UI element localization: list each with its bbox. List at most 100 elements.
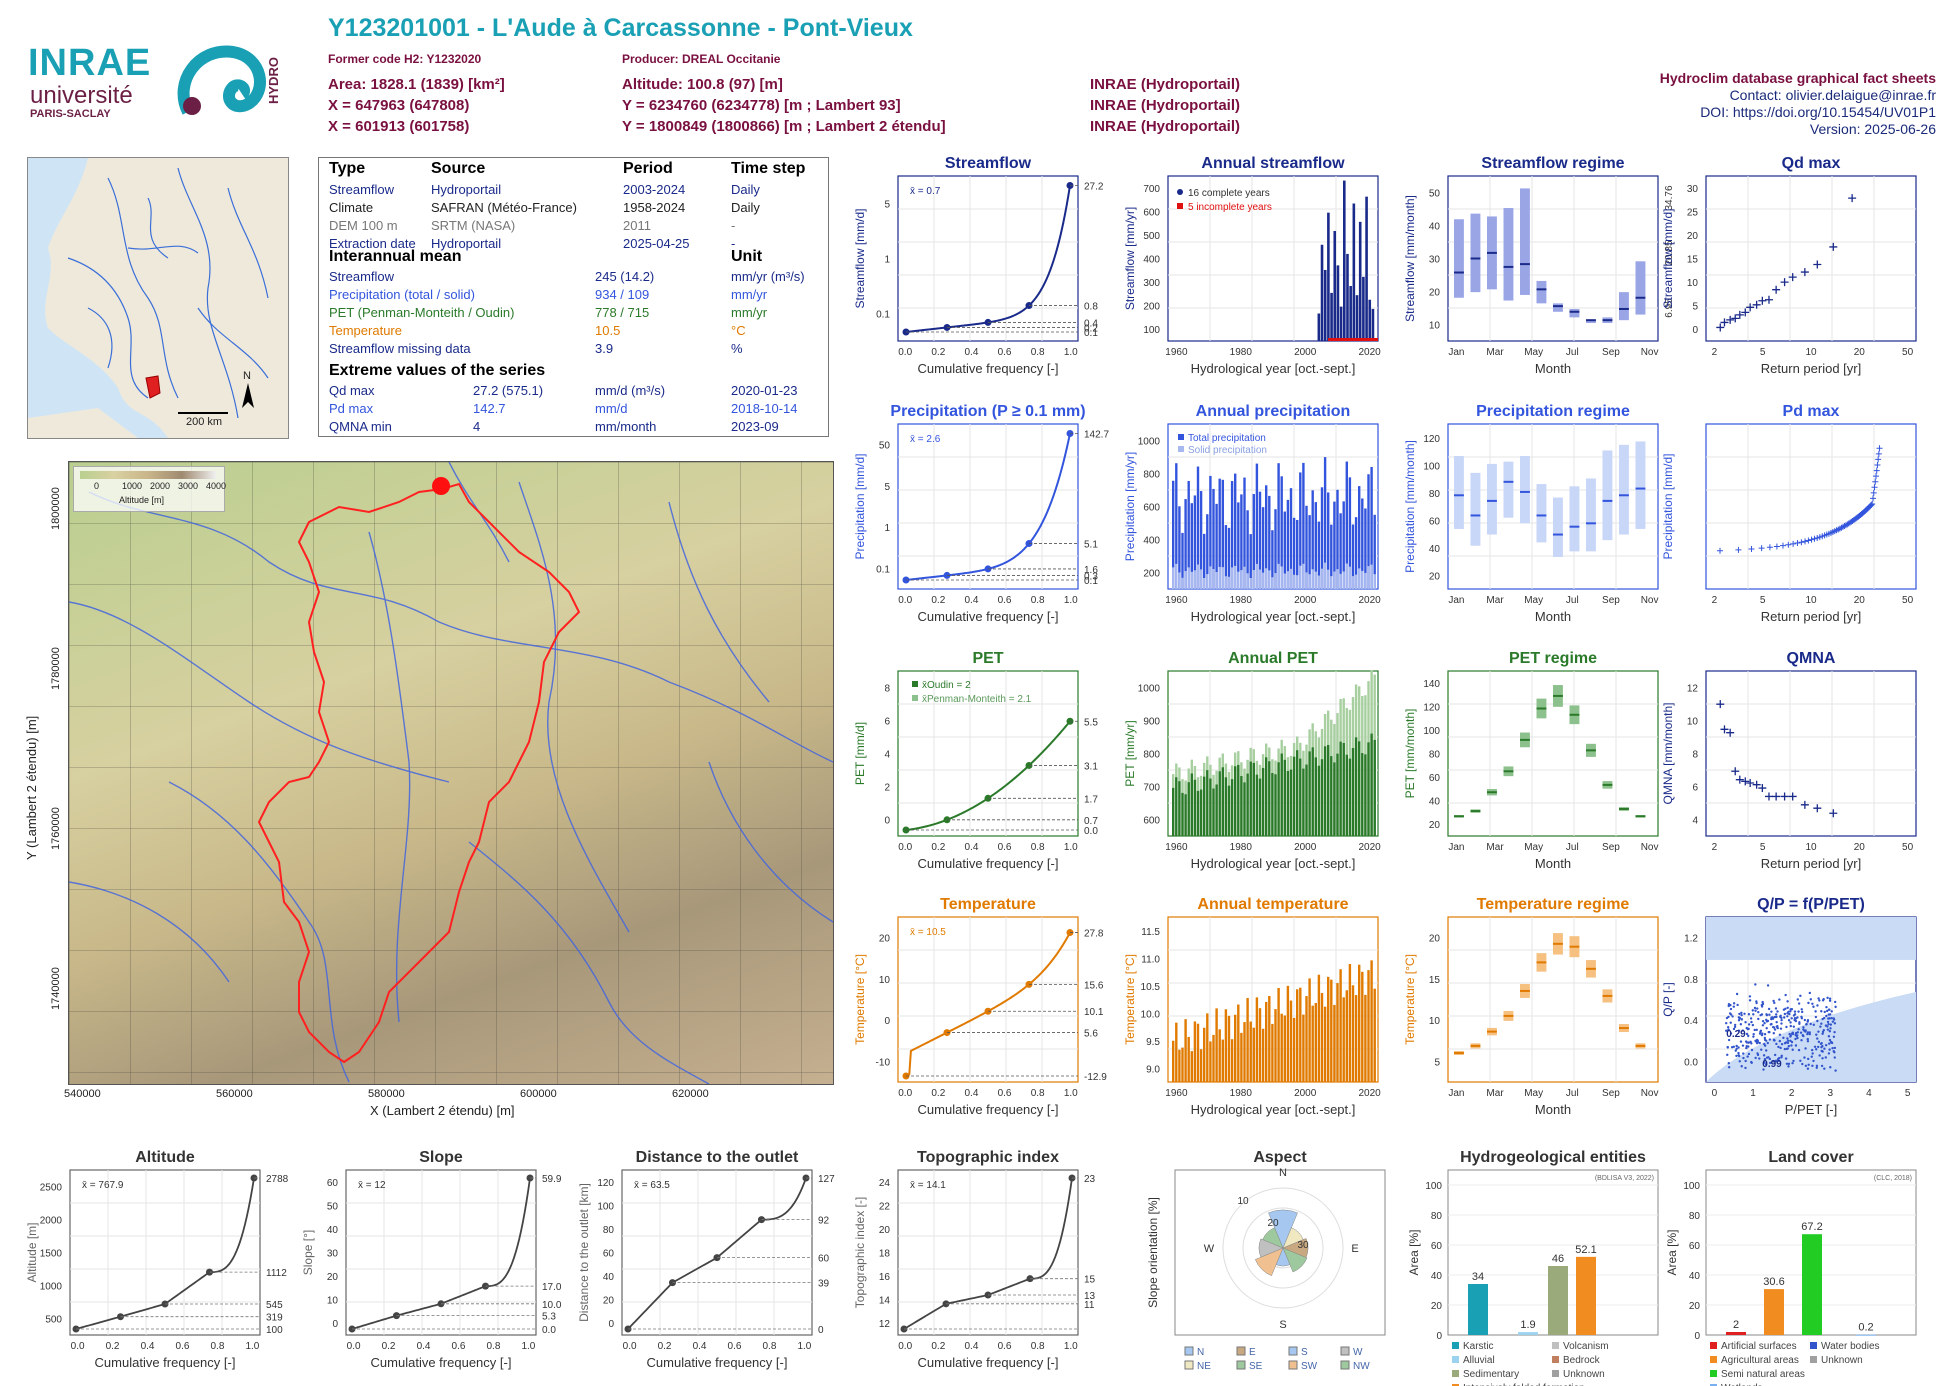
direction-label: E (1351, 1243, 1358, 1255)
y-tick-label: 0 (332, 1319, 338, 1330)
y-tick-label: 700 (1143, 783, 1160, 794)
scatter-point (1801, 1063, 1803, 1065)
y-tick-label: 60 (1431, 1241, 1443, 1252)
y-tick-label: 40 (1429, 222, 1441, 233)
bar-oudin (1281, 754, 1283, 836)
scatter-point (1829, 1030, 1831, 1032)
legend-label: NE (1197, 1361, 1211, 1372)
scatter-point (1744, 1060, 1746, 1062)
bar-value-label: 30.6 (1763, 1276, 1784, 1288)
x-tick-label: 2020 (1358, 347, 1381, 358)
x-tick-label: 50 (1902, 347, 1914, 358)
bar (1353, 204, 1356, 342)
x-tick-label: 1.0 (1064, 1341, 1078, 1352)
scatter-point (1728, 1003, 1730, 1005)
regime-box (1487, 464, 1497, 535)
y-tick-label: 80 (1429, 489, 1441, 500)
bar (1172, 1041, 1174, 1082)
bar-solid (1305, 572, 1307, 589)
x-tick-label: Mar (1486, 842, 1504, 853)
bar-oudin (1231, 779, 1233, 836)
bar-oudin (1259, 779, 1261, 836)
scatter-point (1745, 1040, 1747, 1042)
bar-oudin (1274, 774, 1276, 836)
scatter-point (1801, 1011, 1803, 1013)
bar-oudin (1175, 777, 1177, 836)
y-tick-label: 100 (1423, 461, 1440, 472)
scatter-point (1752, 1035, 1754, 1037)
y-tick-label: 500 (45, 1315, 62, 1326)
scatter-point (1733, 1005, 1735, 1007)
regime-box (1636, 261, 1646, 314)
bar-oudin (1339, 742, 1341, 836)
scatter-point (1797, 998, 1799, 1000)
chart-title: Temperature regime (1477, 896, 1630, 913)
bar (1188, 1037, 1190, 1082)
bar (1349, 286, 1352, 341)
scatter-point (1803, 1056, 1805, 1058)
scatter-point (1805, 1023, 1807, 1025)
y-tick-label: 1000 (1138, 684, 1161, 695)
y-tick-label: 0.8 (1684, 975, 1698, 986)
scatter-point (1807, 1064, 1809, 1066)
bar (1209, 1041, 1211, 1082)
regime-box (1570, 486, 1580, 551)
scatter-point (1757, 1011, 1759, 1013)
scatter-point (1775, 1043, 1777, 1045)
scatter-point (1758, 1057, 1760, 1059)
bar (1327, 977, 1329, 1082)
right-tick-label: 11 (1084, 1300, 1095, 1311)
legend-marker (1185, 1361, 1193, 1369)
bar (1336, 983, 1338, 1082)
bar (1259, 1008, 1261, 1082)
bar-oudin (1215, 784, 1217, 836)
scatter-point (1749, 995, 1751, 997)
y-tick-label: 60 (1429, 773, 1441, 784)
bar (1324, 270, 1327, 341)
right-tick-label: 1.7 (1084, 794, 1098, 805)
x-tick-label: 2 (1789, 1088, 1795, 1099)
scatter-point (1820, 1042, 1822, 1044)
x-tick-label: 0.2 (658, 1341, 672, 1352)
y-tick-label: 10 (1687, 278, 1699, 289)
chart-xlabel: Return period [yr] (1761, 856, 1861, 871)
bar (1271, 1024, 1273, 1082)
bar (1212, 1035, 1214, 1082)
bar-solid (1172, 567, 1174, 589)
scatter-point (1779, 1040, 1781, 1042)
y-tick-label: 40 (603, 1272, 615, 1283)
scatter-point (1834, 1022, 1836, 1024)
scatter-point (1809, 1031, 1811, 1033)
chart-xlabel: Hydrological year [oct.-sept.] (1191, 361, 1356, 376)
bar-solid (1370, 565, 1372, 589)
bar (1361, 972, 1363, 1082)
x-tick-label: Mar (1486, 595, 1504, 606)
x-tick-label: 0.6 (998, 842, 1012, 853)
x-tick-label: 0.8 (1031, 595, 1045, 606)
scatter-point (1727, 1016, 1729, 1018)
chart-ylabel: Distance to the outlet [km] (577, 1183, 591, 1322)
bar-oudin (1361, 753, 1363, 836)
x-tick-label: 0.6 (998, 1088, 1012, 1099)
x-tick-label: Sep (1602, 842, 1620, 853)
bar (1222, 1040, 1224, 1082)
chart-ylabel: Temperature [°C] (853, 954, 867, 1045)
bar (1856, 1335, 1876, 1336)
y-tick-label: 900 (1143, 717, 1160, 728)
ring-label: 10 (1237, 1196, 1249, 1207)
scatter-point (1811, 1065, 1813, 1067)
y-tick-label: 12 (1687, 684, 1699, 695)
scatter-point (1825, 1044, 1827, 1046)
x-tick-label: 0.0 (71, 1341, 85, 1352)
scatter-point (1829, 1000, 1831, 1002)
scatter-point (1754, 983, 1756, 985)
chart-ylabel: Area [%] (1407, 1229, 1421, 1275)
x-tick-label: 0.4 (964, 347, 978, 358)
scatter-point (1829, 1066, 1831, 1068)
scatter-point (1821, 1065, 1823, 1067)
x-tick-label: 20 (1854, 842, 1866, 853)
x-tick-label: 1.0 (245, 1341, 259, 1352)
bar-solid (1339, 574, 1341, 589)
scatter-point (1750, 1021, 1752, 1023)
y-tick-label: 80 (1689, 1211, 1701, 1222)
